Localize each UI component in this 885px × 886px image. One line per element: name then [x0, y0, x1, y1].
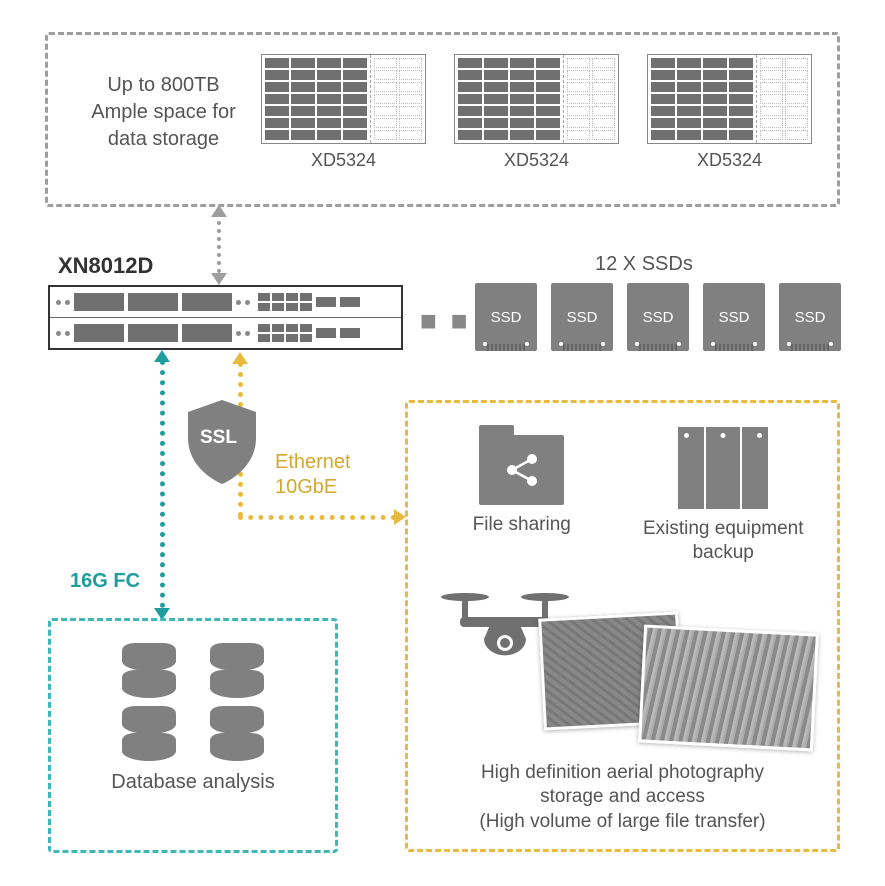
ssd-icon: SSD — [551, 283, 613, 351]
fc-link-label: 16G FC — [70, 570, 140, 593]
ssl-label: SSL — [200, 427, 237, 449]
shelf-icon — [261, 54, 426, 144]
ssd-icon: SSD — [627, 283, 689, 351]
ethernet-link-label: Ethernet 10GbE — [275, 450, 351, 500]
arrow-up-icon — [154, 350, 170, 362]
storage-line1: Up to 800TB — [107, 74, 219, 96]
storage-line2: Ample space for — [91, 101, 236, 123]
aerial-photo-area — [426, 587, 819, 757]
storage-unit-label: XD5324 — [261, 150, 426, 171]
storage-unit: XD5324 — [261, 54, 426, 171]
database-icon — [118, 706, 180, 761]
ssd-count-label: 12 X SSDs — [595, 253, 693, 276]
database-label: Database analysis — [51, 771, 335, 794]
backup-line1: Existing equipment — [643, 518, 804, 539]
ssd-icon: SSD — [703, 283, 765, 351]
server-chassis-icon — [48, 285, 403, 350]
ethernet-line1: Ethernet — [275, 451, 351, 473]
storage-units-row: XD5324 XD5324 XD5324 — [261, 54, 812, 171]
storage-unit: XD5324 — [647, 54, 812, 171]
aerial-line1: High definition aerial photography — [481, 762, 764, 783]
folder-share-icon — [479, 435, 564, 505]
file-services-box: File sharing Existing equipment backup — [405, 400, 840, 852]
database-icons — [118, 643, 268, 761]
connector-ethernet-h — [238, 515, 396, 520]
shelf-icon — [454, 54, 619, 144]
aerial-photo-icon — [638, 624, 819, 751]
file-sharing-item: File sharing — [427, 427, 616, 565]
database-box: Database analysis — [48, 618, 338, 853]
server-stack-icon — [678, 427, 768, 509]
connector-storage-server — [217, 213, 221, 273]
ethernet-line2: 10GbE — [275, 476, 337, 498]
storage-expansion-box: Up to 800TB Ample space for data storage… — [45, 32, 840, 207]
ssd-chip-label: SSD — [719, 309, 750, 326]
database-icon — [206, 643, 268, 698]
database-icon — [118, 643, 180, 698]
storage-unit-label: XD5324 — [647, 150, 812, 171]
storage-unit: XD5324 — [454, 54, 619, 171]
storage-capacity-text: Up to 800TB Ample space for data storage — [66, 72, 261, 153]
backup-item: Existing equipment backup — [629, 427, 818, 565]
arrow-up-icon — [211, 205, 227, 217]
aerial-label: High definition aerial photography stora… — [426, 761, 819, 835]
storage-unit-label: XD5324 — [454, 150, 619, 171]
ssd-chip-label: SSD — [643, 309, 674, 326]
ssd-chip-label: SSD — [491, 309, 522, 326]
backup-line2: backup — [693, 542, 754, 563]
ssd-chip-label: SSD — [567, 309, 598, 326]
server-model-label: XN8012D — [58, 253, 153, 279]
file-sharing-label: File sharing — [427, 513, 616, 537]
arrow-down-icon — [211, 273, 227, 285]
ssd-chip-label: SSD — [795, 309, 826, 326]
ssd-row: SSD SSD SSD SSD SSD — [475, 283, 841, 351]
ssd-icon: SSD — [475, 283, 537, 351]
backup-label: Existing equipment backup — [629, 517, 818, 565]
storage-line3: data storage — [108, 128, 219, 150]
ssd-icon: SSD — [779, 283, 841, 351]
connector-fc — [160, 360, 165, 608]
arrow-up-icon — [232, 352, 248, 364]
aerial-line3: (High volume of large file transfer) — [479, 811, 765, 832]
database-icon — [206, 706, 268, 761]
shelf-icon — [647, 54, 812, 144]
aerial-line2: storage and access — [540, 786, 705, 807]
